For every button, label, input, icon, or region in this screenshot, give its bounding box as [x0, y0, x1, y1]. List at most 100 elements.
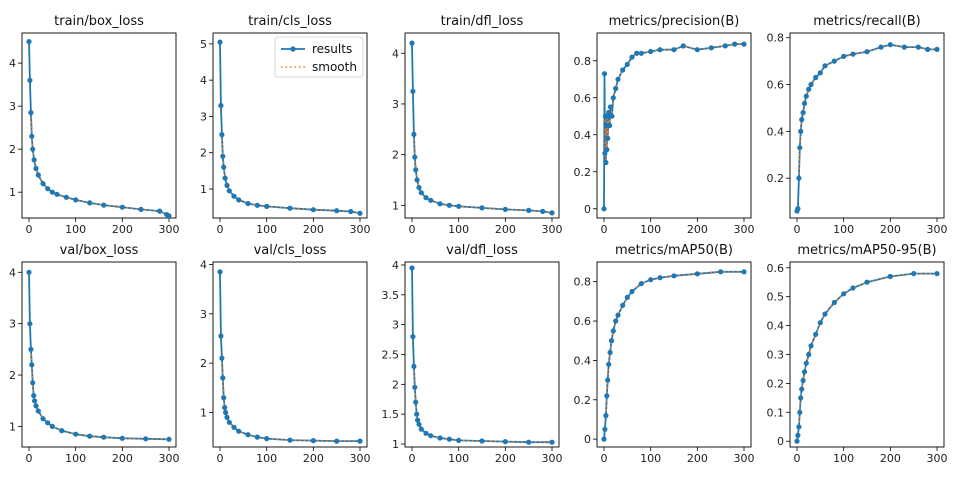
data-point — [817, 320, 823, 326]
data-point — [657, 275, 663, 281]
data-point — [219, 132, 225, 138]
y-tick-label: 3 — [200, 308, 207, 321]
x-tick-label: 200 — [112, 223, 133, 236]
data-point — [166, 213, 172, 219]
subplot-train-cls-loss: train/cls_loss 0 100 200 300 1 2 3 4 5 results smoo… — [200, 14, 371, 236]
x-tick-label: 0 — [601, 223, 608, 236]
data-point — [166, 436, 172, 442]
results-series-line — [411, 267, 552, 444]
x-tick-label: 0 — [217, 223, 224, 236]
data-point — [416, 185, 422, 191]
data-point — [603, 159, 609, 166]
data-point — [428, 433, 434, 439]
y-tick-label: 4 — [200, 258, 207, 271]
smooth-series-line — [604, 43, 744, 163]
data-point — [613, 85, 619, 92]
y-tick-label: 2 — [392, 149, 399, 162]
data-point — [657, 47, 663, 53]
x-tick-label: 300 — [159, 223, 180, 236]
data-point — [798, 395, 804, 401]
data-point — [741, 41, 747, 47]
data-point — [45, 420, 51, 426]
data-point — [45, 186, 51, 192]
data-point — [638, 50, 644, 56]
y-tick-label: 0.3 — [767, 349, 785, 362]
data-point — [808, 343, 814, 349]
data-point — [610, 95, 616, 101]
data-point — [813, 331, 819, 337]
x-tick-label: 100 — [640, 452, 661, 465]
axes-frame — [21, 32, 177, 219]
data-point — [287, 437, 293, 443]
data-point — [143, 436, 149, 442]
y-tick-label: 0.4 — [767, 320, 785, 333]
results-series-line — [796, 272, 937, 442]
y-tick-label: 3 — [392, 98, 399, 111]
data-point — [648, 277, 654, 283]
data-point — [28, 346, 34, 352]
y-tick-label: 0.6 — [574, 315, 592, 328]
data-point — [49, 189, 55, 195]
data-point — [794, 438, 800, 444]
data-point — [231, 193, 237, 199]
x-tick-label: 200 — [303, 223, 324, 236]
y-tick-label: 2 — [200, 147, 207, 160]
smooth-series-line — [413, 134, 553, 214]
data-point — [423, 195, 429, 201]
x-tick-label: 0 — [217, 452, 224, 465]
data-point — [30, 380, 36, 386]
y-tick-label: 4 — [392, 259, 399, 272]
data-point — [671, 273, 677, 279]
data-point — [54, 191, 60, 197]
x-tick-label: 100 — [833, 452, 854, 465]
x-tick-label: 200 — [303, 452, 324, 465]
subplot-title: metrics/mAP50(B) — [615, 243, 733, 258]
data-point — [797, 409, 803, 415]
y-tick-label: 5 — [200, 38, 207, 51]
legend-smooth-label: smooth — [312, 60, 357, 74]
subplot-val-cls-loss: val/cls_loss 0 100 200 300 1 2 3 4 — [200, 243, 371, 465]
data-point — [648, 48, 654, 55]
smooth-series-line — [798, 43, 937, 179]
x-tick-label: 200 — [880, 452, 901, 465]
x-tick-label: 100 — [640, 223, 661, 236]
subplot-metrics-precision-b-: metrics/precision(B) 0 100 200 300 0 0.2 0.4 0.6… — [574, 14, 755, 236]
data-point — [607, 104, 614, 110]
x-tick-label: 100 — [65, 452, 86, 465]
data-point — [934, 46, 940, 53]
data-point — [409, 265, 415, 271]
axes-frame — [596, 32, 752, 219]
smooth-series-line — [30, 112, 170, 217]
y-tick-label: 0 — [777, 435, 784, 448]
data-point — [603, 412, 609, 419]
data-point — [59, 428, 65, 434]
data-point — [412, 384, 418, 390]
data-point — [456, 203, 462, 209]
data-point — [741, 269, 747, 275]
axes-frame — [21, 261, 177, 448]
x-tick-label: 300 — [350, 452, 371, 465]
y-tick-label: 4 — [200, 74, 207, 87]
data-point — [671, 47, 677, 53]
data-point — [26, 269, 32, 275]
data-point — [799, 386, 805, 392]
y-tick-label: 2 — [9, 369, 16, 382]
x-tick-label: 0 — [26, 223, 33, 236]
data-point — [236, 197, 242, 203]
data-point — [526, 439, 532, 445]
y-tick-label: 3 — [200, 110, 207, 123]
data-point — [602, 426, 608, 432]
data-point — [27, 321, 33, 327]
data-point — [822, 311, 828, 317]
data-point — [887, 273, 893, 280]
data-point — [226, 419, 232, 425]
y-tick-label: 1 — [9, 420, 16, 433]
legend-results-label: results — [312, 42, 352, 56]
data-point — [803, 360, 809, 366]
subplot-train-dfl-loss: train/dfl_loss 0 100 200 300 1 2 3 4 — [392, 14, 563, 236]
data-point — [222, 175, 228, 181]
data-point — [428, 197, 434, 203]
y-tick-label: 0.8 — [574, 276, 592, 289]
data-point — [620, 67, 626, 73]
